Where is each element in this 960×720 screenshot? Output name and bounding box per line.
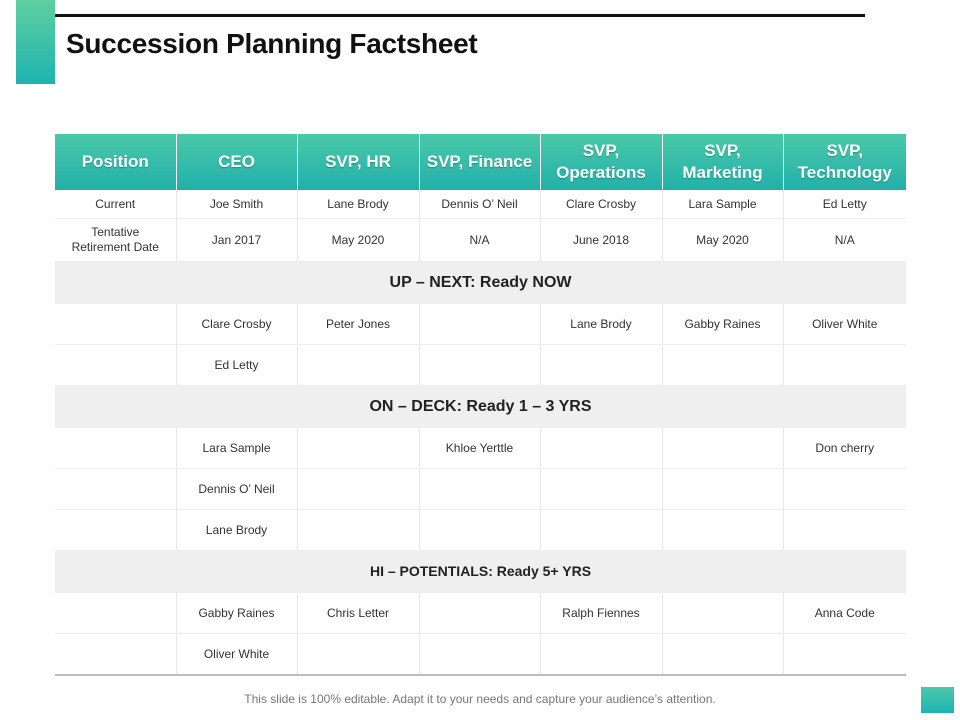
table-cell — [662, 592, 784, 634]
table-cell: Anna Code — [783, 592, 906, 634]
header-cell: SVP, Marketing — [662, 134, 784, 190]
table-cell — [55, 592, 177, 634]
table-cell — [662, 633, 784, 676]
succession-table: Position CEO SVP, HR SVP, Finance SVP, O… — [55, 134, 906, 676]
table-cell: Lara Sample — [662, 190, 784, 219]
table-cell: May 2020 — [297, 218, 420, 262]
table-cell: Clare Crosby — [176, 303, 298, 345]
table-cell — [540, 509, 663, 551]
table-cell — [297, 509, 420, 551]
table-cell: Lane Brody — [540, 303, 663, 345]
table-cell: Tentative Retirement Date — [55, 218, 177, 262]
table-cell: Lara Sample — [176, 427, 298, 469]
table-cell: June 2018 — [540, 218, 663, 262]
table-cell: Gabby Raines — [176, 592, 298, 634]
table-cell: Current — [55, 190, 177, 219]
corner-accent — [921, 687, 954, 713]
table-cell — [419, 592, 541, 634]
section-row: UP – NEXT: Ready NOW — [55, 261, 906, 304]
table-cell — [419, 303, 541, 345]
table-cell: Oliver White — [176, 633, 298, 676]
table-row: Lane Brody — [55, 509, 906, 551]
table-cell — [419, 344, 541, 386]
table-cell: Lane Brody — [297, 190, 420, 219]
current-row: Current Joe Smith Lane Brody Dennis O’ N… — [55, 190, 906, 219]
table-cell: Joe Smith — [176, 190, 298, 219]
table-cell — [297, 427, 420, 469]
table-cell: Clare Crosby — [540, 190, 663, 219]
table-cell — [55, 303, 177, 345]
table-cell: Peter Jones — [297, 303, 420, 345]
table-cell: Ed Letty — [176, 344, 298, 386]
table-cell — [540, 427, 663, 469]
table-row: Oliver White — [55, 633, 906, 676]
table-cell — [419, 633, 541, 676]
table-cell — [783, 509, 906, 551]
table-cell — [540, 344, 663, 386]
section-row: ON – DECK: Ready 1 – 3 YRS — [55, 385, 906, 428]
section-label: UP – NEXT: Ready NOW — [55, 261, 906, 304]
table-cell — [419, 468, 541, 510]
table-cell — [783, 468, 906, 510]
table-cell: May 2020 — [662, 218, 784, 262]
table-cell: N/A — [419, 218, 541, 262]
header-cell: CEO — [176, 134, 298, 190]
table-cell: Don cherry — [783, 427, 906, 469]
table-cell — [540, 468, 663, 510]
table-row: Ed Letty — [55, 344, 906, 386]
table-row: Dennis O’ Neil — [55, 468, 906, 510]
page-title: Succession Planning Factsheet — [66, 28, 478, 59]
header-cell: SVP, Operations — [540, 134, 663, 190]
table-cell: N/A — [783, 218, 906, 262]
header-cell: SVP, Technology — [783, 134, 906, 190]
table-cell — [55, 344, 177, 386]
table-cell — [419, 509, 541, 551]
top-rule — [55, 14, 865, 17]
table-cell — [783, 633, 906, 676]
table-row: Lara Sample Khloe Yerttle Don cherry — [55, 427, 906, 469]
title-accent-bar — [16, 0, 55, 84]
table-cell: Gabby Raines — [662, 303, 784, 345]
table-cell — [297, 468, 420, 510]
table-cell: Ed Letty — [783, 190, 906, 219]
footer-note: This slide is 100% editable. Adapt it to… — [244, 692, 716, 706]
header-cell: SVP, HR — [297, 134, 420, 190]
header-cell: Position — [55, 134, 177, 190]
retirement-row: Tentative Retirement Date Jan 2017 May 2… — [55, 218, 906, 262]
header-row: Position CEO SVP, HR SVP, Finance SVP, O… — [55, 134, 906, 190]
table-cell — [297, 344, 420, 386]
table-cell: Lane Brody — [176, 509, 298, 551]
table-cell — [55, 509, 177, 551]
table-cell — [55, 468, 177, 510]
table-cell: Jan 2017 — [176, 218, 298, 262]
section-row: HI – POTENTIALS: Ready 5+ YRS — [55, 550, 906, 593]
table-cell: Khloe Yerttle — [419, 427, 541, 469]
table-cell: Ralph Fiennes — [540, 592, 663, 634]
table-cell: Oliver White — [783, 303, 906, 345]
table-cell — [662, 427, 784, 469]
section-label: ON – DECK: Ready 1 – 3 YRS — [55, 385, 906, 428]
header-cell: SVP, Finance — [419, 134, 541, 190]
table-cell: Chris Letter — [297, 592, 420, 634]
table-cell — [662, 344, 784, 386]
table-cell — [662, 509, 784, 551]
table-cell — [662, 468, 784, 510]
table-cell: Dennis O’ Neil — [176, 468, 298, 510]
table-cell — [783, 344, 906, 386]
table-cell — [55, 427, 177, 469]
table-cell — [540, 633, 663, 676]
table-row: Gabby Raines Chris Letter Ralph Fiennes Ann… — [55, 592, 906, 634]
section-label: HI – POTENTIALS: Ready 5+ YRS — [55, 550, 906, 593]
table-row: Clare Crosby Peter Jones Lane Brody Gabby R… — [55, 303, 906, 345]
table-cell — [55, 633, 177, 676]
table-cell: Dennis O’ Neil — [419, 190, 541, 219]
table-cell — [297, 633, 420, 676]
